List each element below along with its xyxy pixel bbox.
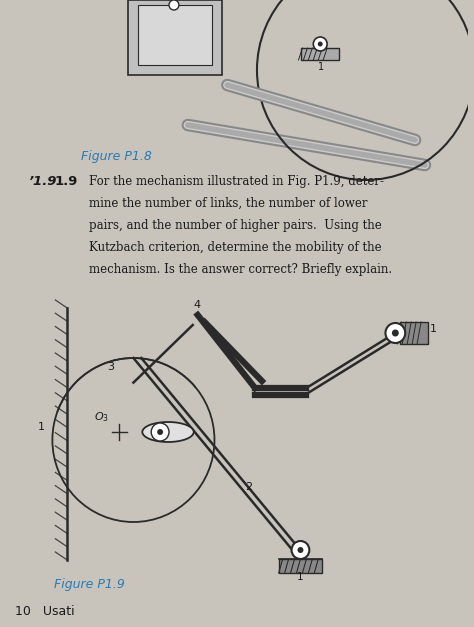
Bar: [128, 0, 222, 75]
Text: 1: 1: [37, 422, 45, 432]
Circle shape: [385, 323, 405, 343]
Bar: [301, 48, 339, 60]
Circle shape: [318, 41, 323, 46]
Text: 10   Usati: 10 Usati: [15, 605, 74, 618]
Ellipse shape: [142, 422, 194, 442]
Text: mine the number of links, the number of lower: mine the number of links, the number of …: [89, 197, 367, 210]
Text: For the mechanism illustrated in Fig. P1.9, deter-: For the mechanism illustrated in Fig. P1…: [89, 175, 384, 188]
Text: 1: 1: [318, 62, 324, 72]
Bar: [279, 559, 322, 573]
Text: Kutzbach criterion, determine the mobility of the: Kutzbach criterion, determine the mobili…: [89, 241, 382, 254]
Text: 4: 4: [194, 300, 201, 310]
Text: 1.9: 1.9: [55, 175, 78, 188]
Text: 1: 1: [297, 572, 303, 582]
Text: pairs, and the number of higher pairs.  Using the: pairs, and the number of higher pairs. U…: [89, 219, 382, 232]
Text: $O_3$: $O_3$: [94, 410, 109, 424]
Circle shape: [169, 0, 179, 10]
Text: ’1.9: ’1.9: [27, 175, 56, 188]
Text: mechanism. Is the answer correct? Briefly explain.: mechanism. Is the answer correct? Briefl…: [89, 263, 392, 276]
Circle shape: [151, 423, 169, 441]
Text: Figure P1.9: Figure P1.9: [55, 578, 125, 591]
Text: 2: 2: [245, 482, 252, 492]
Text: Figure P1.8: Figure P1.8: [81, 150, 152, 163]
Circle shape: [298, 547, 303, 553]
Text: 1: 1: [430, 324, 437, 334]
Bar: [400, 322, 428, 344]
Circle shape: [292, 541, 310, 559]
Circle shape: [392, 330, 399, 337]
Circle shape: [157, 429, 163, 435]
Circle shape: [313, 37, 327, 51]
Bar: [138, 5, 212, 65]
Text: 3: 3: [107, 362, 114, 372]
